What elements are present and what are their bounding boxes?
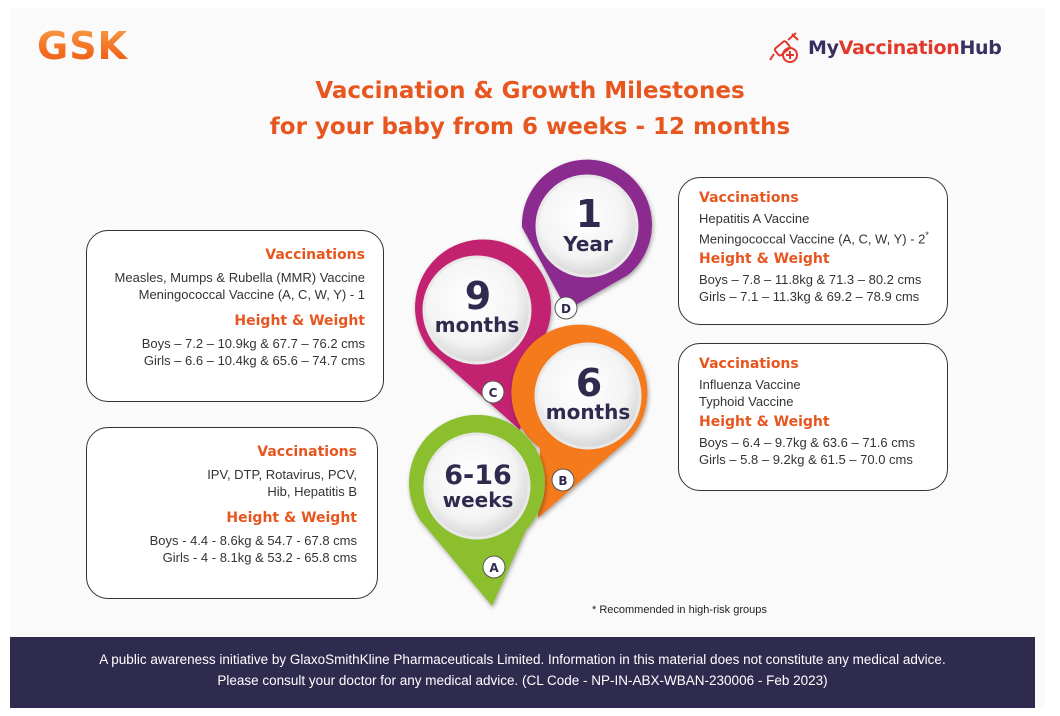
- card-weeks-hw-heading: Height & Weight: [226, 510, 357, 526]
- pin-d-letter-badge: [554, 296, 578, 320]
- myvaccinationhub-logo: MyVaccinationHub: [768, 28, 1002, 68]
- card-nine-months-hw-2: Girls – 6.6 – 10.4kg & 65.6 – 74.7 cms: [143, 353, 365, 368]
- page-title-line1: Vaccination & Growth Milestones: [315, 78, 745, 104]
- card-one-year-hw-1: Boys – 7.8 – 11.8kg & 71.3 – 80.2 cms: [699, 272, 922, 288]
- card-six-months-vacc-2: Typhoid Vaccine: [699, 394, 794, 409]
- card-weeks-vacc-1: IPV, DTP, Rotavirus, PCV,: [207, 467, 357, 482]
- card-weeks-vacc-heading: Vaccinations: [257, 444, 357, 460]
- gsk-logo: GSK: [37, 24, 129, 68]
- card-weeks-hw-2: Girls - 4 - 8.1kg & 53.2 - 65.8 cms: [162, 550, 357, 565]
- pin-b-letter-badge: [551, 468, 575, 492]
- card-nine-months-hw-heading: Height & Weight: [234, 313, 365, 329]
- pin-c-letter-badge: [481, 380, 505, 404]
- pin-b-unit: months: [546, 400, 631, 424]
- pin-d-number: 1: [576, 192, 602, 236]
- card-one-year-asterisk: *: [925, 230, 929, 240]
- card-nine-months-vacc-1: Measles, Mumps & Rubella (MMR) Vaccine: [114, 270, 365, 285]
- card-six-sixteen-weeks: Vaccinations IPV, DTP, Rotavirus, PCV, H…: [86, 427, 378, 599]
- hub-vaccination-text: Vaccination: [838, 37, 960, 59]
- card-nine-months-vacc-2: Meningococcal Vaccine (A, C, W, Y) - 1: [138, 287, 365, 302]
- hub-my-text: My: [808, 37, 839, 59]
- footer-disclaimer: A public awareness initiative by GlaxoSm…: [10, 637, 1035, 708]
- card-one-year-vacc-1: Hepatitis A Vaccine: [699, 211, 810, 226]
- card-nine-months-hw-1: Boys – 7.2 – 10.9kg & 67.7 – 76.2 cms: [141, 336, 365, 351]
- card-one-year-vacc-2: Meningococcal Vaccine (A, C, W, Y) - 2: [699, 231, 926, 247]
- pin-d-one-year: 1 Year D: [521, 159, 652, 320]
- card-one-year-vacc-heading: Vaccinations: [699, 190, 799, 206]
- pin-c-number: 9: [465, 274, 491, 318]
- card-weeks-hw-1: Boys - 4.4 - 8.6kg & 54.7 - 67.8 cms: [149, 533, 357, 548]
- high-risk-footnote: * Recommended in high-risk groups: [592, 604, 767, 616]
- card-nine-months-vacc-heading: Vaccinations: [265, 247, 365, 263]
- pin-d-disc: [535, 174, 639, 278]
- pin-a-number: 6-16: [444, 460, 512, 491]
- pin-c-letter: C: [489, 386, 498, 400]
- card-six-months-hw-1: Boys – 6.4 – 9.7kg & 63.6 – 71.6 cms: [699, 435, 916, 450]
- vaccine-syringe-icon: [769, 32, 799, 63]
- pin-b-six-months: 6 months B: [511, 324, 648, 518]
- pin-a-letter-badge: [482, 555, 506, 579]
- pin-d-letter: D: [561, 302, 571, 316]
- pin-c-unit: months: [435, 313, 520, 337]
- card-one-year: Vaccinations Hepatitis A Vaccine Meningo…: [678, 177, 948, 325]
- card-six-months-hw-heading: Height & Weight: [699, 414, 830, 430]
- pin-b-disc: [534, 342, 642, 450]
- card-six-months-vacc-heading: Vaccinations: [699, 356, 799, 372]
- footer-line-2: Please consult your doctor for any medic…: [217, 673, 828, 688]
- card-nine-months: Vaccinations Measles, Mumps & Rubella (M…: [86, 230, 384, 402]
- pin-d-unit: Year: [562, 232, 613, 256]
- card-one-year-hw-2: Girls – 7.1 – 11.3kg & 69.2 – 78.9 cms: [699, 289, 920, 305]
- card-weeks-vacc-2: Hib, Hepatitis B: [267, 484, 357, 499]
- card-six-months-vacc-1: Influenza Vaccine: [699, 377, 801, 392]
- hub-hub-text: Hub: [959, 37, 1002, 59]
- pin-b-letter: B: [558, 474, 567, 488]
- page-title-line2: for your baby from 6 weeks - 12 months: [269, 114, 791, 140]
- pin-a-disc: [423, 432, 531, 540]
- pin-b-number: 6: [576, 361, 602, 405]
- card-six-months-hw-2: Girls – 5.8 – 9.2kg & 61.5 – 70.0 cms: [699, 452, 913, 467]
- footer-line-1: A public awareness initiative by GlaxoSm…: [99, 652, 946, 667]
- pin-a-unit: weeks: [443, 488, 514, 512]
- pin-c-disc: [422, 255, 532, 365]
- card-one-year-hw-heading: Height & Weight: [699, 251, 830, 268]
- pin-a-letter: A: [489, 561, 499, 575]
- pin-a-six-sixteen-weeks: 6-16 weeks A: [408, 414, 545, 606]
- card-six-months: Vaccinations Influenza Vaccine Typhoid V…: [678, 343, 948, 491]
